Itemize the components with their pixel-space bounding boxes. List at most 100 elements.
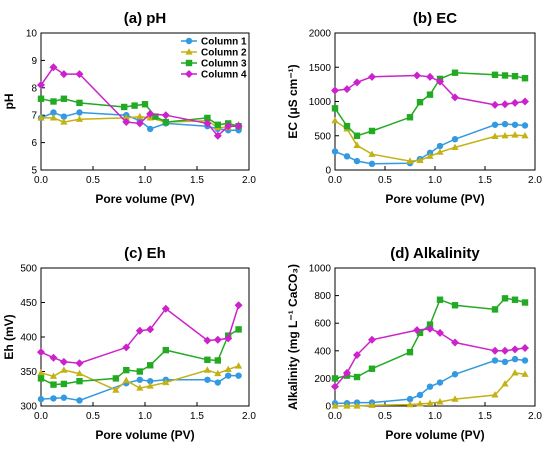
- data-point: [501, 346, 509, 355]
- data-point: [162, 118, 169, 126]
- y-tick-label: 200: [314, 374, 331, 385]
- data-point: [131, 102, 138, 109]
- panel-2: (b) EC 0.0 0.5 1.0 1.5 2.0 0 500 1000 1500 2000 Por…: [286, 10, 542, 206]
- data-point: [59, 70, 68, 79]
- data-point: [122, 114, 130, 121]
- y-tick-label: 8: [31, 83, 37, 94]
- data-point: [235, 362, 243, 369]
- data-point: [343, 368, 351, 377]
- data-point: [50, 109, 57, 116]
- y-tick-label: 0: [325, 166, 331, 177]
- x-tick-label: 1.0: [138, 175, 152, 186]
- x-axis-label: Pore volume (PV): [95, 428, 194, 442]
- series-4: [331, 324, 529, 391]
- data-point: [511, 72, 519, 80]
- y-tick-label: 350: [20, 367, 37, 378]
- data-point: [214, 369, 222, 377]
- x-tick-label: 0.0: [328, 411, 342, 422]
- data-point: [353, 350, 361, 359]
- data-point: [501, 72, 509, 79]
- data-point: [436, 296, 444, 303]
- data-point: [75, 70, 84, 79]
- panel-1: (a) pH 0.0 0.5 1.0 1.5 2.0 5 6 7 8 9 10 Pore volume …: [2, 10, 256, 206]
- data-point: [214, 121, 221, 128]
- data-point: [521, 122, 529, 129]
- data-point: [368, 160, 376, 168]
- data-point: [511, 345, 519, 354]
- data-point: [406, 157, 414, 164]
- data-point: [343, 153, 351, 160]
- x-tick-label: 1.0: [428, 411, 442, 422]
- data-point: [214, 379, 221, 386]
- y-tick-label: 1000: [309, 97, 332, 108]
- data-point: [147, 125, 154, 133]
- data-point: [224, 334, 233, 343]
- data-point: [147, 362, 154, 369]
- data-point: [511, 355, 519, 363]
- data-point: [501, 120, 509, 128]
- data-point: [112, 375, 120, 382]
- legend-marker: [185, 70, 193, 78]
- data-point: [49, 114, 58, 121]
- data-point: [521, 370, 529, 377]
- data-point: [49, 63, 58, 72]
- data-point: [416, 329, 424, 337]
- data-point: [426, 399, 434, 406]
- x-tick-label: 1.5: [190, 411, 204, 422]
- panel-title: (b) EC: [413, 10, 457, 27]
- series-3: [37, 95, 242, 130]
- data-point: [491, 121, 499, 128]
- data-point: [406, 395, 414, 403]
- data-point: [511, 98, 519, 107]
- data-point: [368, 72, 376, 81]
- y-tick-label: 500: [20, 264, 37, 275]
- data-point: [204, 356, 211, 363]
- data-point: [501, 380, 509, 387]
- panel-title: (c) Eh: [124, 245, 166, 262]
- data-point: [49, 353, 58, 362]
- data-point: [426, 152, 434, 159]
- y-tick-label: 500: [314, 131, 331, 142]
- data-point: [436, 328, 444, 337]
- data-point: [75, 369, 84, 377]
- y-tick-label: 400: [314, 346, 331, 357]
- data-point: [451, 93, 459, 102]
- data-point: [235, 372, 242, 379]
- data-point: [161, 304, 170, 313]
- data-point: [331, 148, 339, 155]
- legend-entry: Column 3: [201, 59, 247, 70]
- y-tick-label: 6: [31, 138, 37, 149]
- data-point: [368, 335, 376, 344]
- y-tick-label: 0: [325, 402, 331, 413]
- data-point: [147, 377, 154, 385]
- x-tick-label: 1.5: [478, 175, 492, 186]
- data-point: [161, 111, 170, 120]
- y-axis-label: EC (μS cm⁻¹): [286, 64, 300, 138]
- legend-marker: [185, 59, 193, 67]
- data-point: [214, 357, 221, 364]
- panel-4: (d) Alkalinity 0.0 0.5 1.0 1.5 2.0 0 200 400 600 8…: [286, 245, 542, 442]
- y-axis-label: Alkalinity (mg L⁻¹ CaCO₃): [286, 264, 300, 410]
- data-point: [436, 148, 444, 155]
- data-point: [451, 371, 459, 378]
- x-axis-label: Pore volume (PV): [385, 428, 484, 442]
- data-point: [368, 401, 376, 408]
- y-tick-label: 800: [314, 291, 331, 302]
- data-point: [451, 338, 459, 347]
- data-point: [451, 135, 459, 143]
- y-axis-label: pH: [2, 94, 16, 110]
- data-point: [331, 402, 339, 409]
- data-point: [521, 357, 529, 364]
- data-point: [50, 395, 57, 402]
- data-point: [406, 348, 414, 356]
- data-point: [60, 95, 68, 102]
- data-point: [416, 400, 424, 407]
- data-point: [122, 376, 130, 384]
- data-point: [451, 69, 459, 76]
- data-point: [406, 400, 414, 408]
- data-point: [501, 100, 509, 109]
- data-point: [436, 379, 444, 386]
- data-point: [511, 121, 519, 128]
